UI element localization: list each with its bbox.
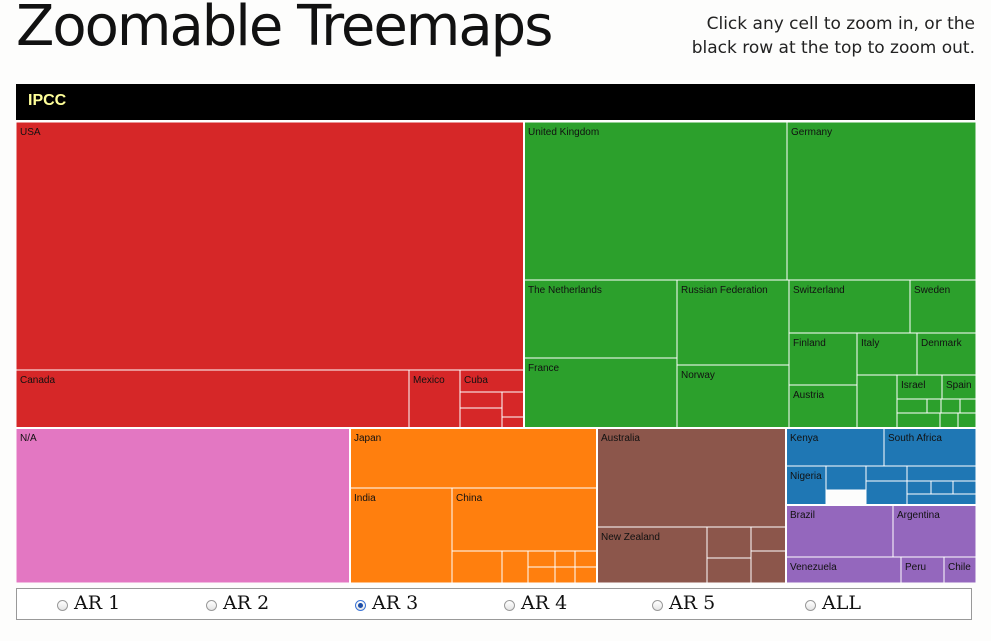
treemap-cell[interactable] — [527, 550, 556, 568]
treemap-cell[interactable] — [952, 480, 976, 495]
radio-ar3[interactable]: AR 3 — [355, 592, 418, 614]
treemap-cell[interactable] — [865, 480, 908, 506]
treemap-cell[interactable] — [943, 556, 976, 583]
treemap-cell[interactable] — [527, 566, 556, 583]
treemap-cell[interactable] — [451, 487, 598, 552]
treemap-cell[interactable] — [865, 465, 908, 482]
treemap-cell[interactable] — [856, 332, 918, 376]
assessment-report-selector: AR 1 AR 2 AR 3 AR 4 AR 5 ALL — [16, 588, 972, 620]
treemap-cell[interactable] — [596, 427, 787, 528]
treemap-cell[interactable] — [959, 398, 976, 414]
treemap-cell[interactable] — [16, 369, 410, 429]
treemap-cell[interactable] — [788, 332, 858, 386]
treemap-cell[interactable] — [16, 427, 351, 583]
treemap-cell[interactable] — [349, 427, 598, 489]
radio-ar4[interactable]: AR 4 — [504, 592, 567, 614]
radio-button[interactable] — [355, 599, 366, 611]
treemap-cell[interactable] — [957, 412, 976, 429]
treemap-cell[interactable] — [883, 427, 976, 467]
treemap-cell[interactable] — [523, 279, 678, 359]
treemap-cell[interactable] — [574, 566, 598, 583]
treemap-cell[interactable] — [554, 550, 576, 568]
breadcrumb-label: IPCC — [28, 92, 67, 109]
radio-button[interactable] — [504, 599, 515, 611]
treemap-cell[interactable] — [906, 465, 976, 482]
radio-button[interactable] — [206, 599, 217, 611]
treemap-cell[interactable] — [892, 504, 976, 558]
treemap-cell[interactable] — [909, 279, 976, 334]
treemap-cell[interactable] — [676, 279, 790, 366]
treemap-cell[interactable] — [896, 412, 941, 429]
treemap-cell[interactable] — [750, 550, 787, 583]
radio-ar1[interactable]: AR 1 — [57, 592, 120, 614]
treemap-cell[interactable] — [906, 493, 976, 506]
treemap-cell[interactable] — [16, 122, 525, 371]
treemap-cell[interactable] — [523, 357, 678, 429]
treemap-cell[interactable] — [706, 526, 752, 559]
treemap-cell[interactable] — [501, 416, 525, 429]
treemap-cell[interactable] — [926, 398, 942, 414]
page-title: Zoomable Treemaps — [16, 0, 553, 59]
treemap-cell[interactable] — [785, 427, 885, 467]
treemap-cell[interactable] — [825, 465, 867, 491]
treemap-cell[interactable] — [574, 550, 598, 568]
treemap-cell[interactable] — [786, 122, 976, 281]
zoom-out-breadcrumb[interactable]: IPCC — [16, 84, 975, 120]
treemap-cell[interactable] — [750, 526, 787, 552]
treemap-cell[interactable] — [856, 374, 898, 429]
treemap-cell[interactable] — [451, 550, 503, 583]
treemap-cell[interactable] — [785, 556, 902, 583]
treemap-cell[interactable] — [523, 122, 788, 281]
instructions-text: Click any cell to zoom in, or the black … — [691, 14, 975, 58]
treemap-cell[interactable] — [788, 279, 911, 334]
treemap-cell[interactable] — [785, 504, 894, 558]
treemap-cell[interactable] — [408, 369, 461, 429]
radio-button[interactable] — [57, 599, 68, 611]
treemap-cell[interactable] — [459, 369, 525, 393]
radio-button[interactable] — [805, 599, 816, 611]
radio-ar2[interactable]: AR 2 — [206, 592, 269, 614]
treemap-cell[interactable] — [900, 556, 945, 583]
treemap-cell[interactable] — [941, 374, 976, 400]
treemap-cell[interactable] — [554, 566, 576, 583]
treemap-cell[interactable] — [459, 407, 503, 429]
treemap-cell[interactable] — [940, 398, 961, 414]
treemap-cell[interactable] — [788, 384, 858, 429]
radio-button[interactable] — [652, 599, 663, 611]
treemap-cell[interactable] — [596, 526, 708, 583]
treemap-cell[interactable] — [916, 332, 976, 376]
treemap-cell[interactable] — [930, 480, 954, 495]
treemap-cell[interactable] — [459, 391, 503, 409]
radio-all[interactable]: ALL — [805, 592, 861, 614]
treemap-cell[interactable] — [501, 391, 525, 418]
treemap-cell[interactable] — [896, 374, 943, 400]
radio-ar5[interactable]: AR 5 — [652, 592, 715, 614]
treemap-cell[interactable] — [939, 412, 959, 429]
treemap-cell[interactable] — [906, 480, 932, 495]
treemap-cell[interactable] — [349, 487, 453, 583]
treemap-cell[interactable] — [896, 398, 928, 414]
treemap-cell[interactable] — [676, 364, 790, 429]
treemap-cell[interactable] — [706, 557, 752, 583]
treemap-cell[interactable] — [785, 465, 827, 506]
treemap-cell[interactable] — [501, 550, 529, 583]
